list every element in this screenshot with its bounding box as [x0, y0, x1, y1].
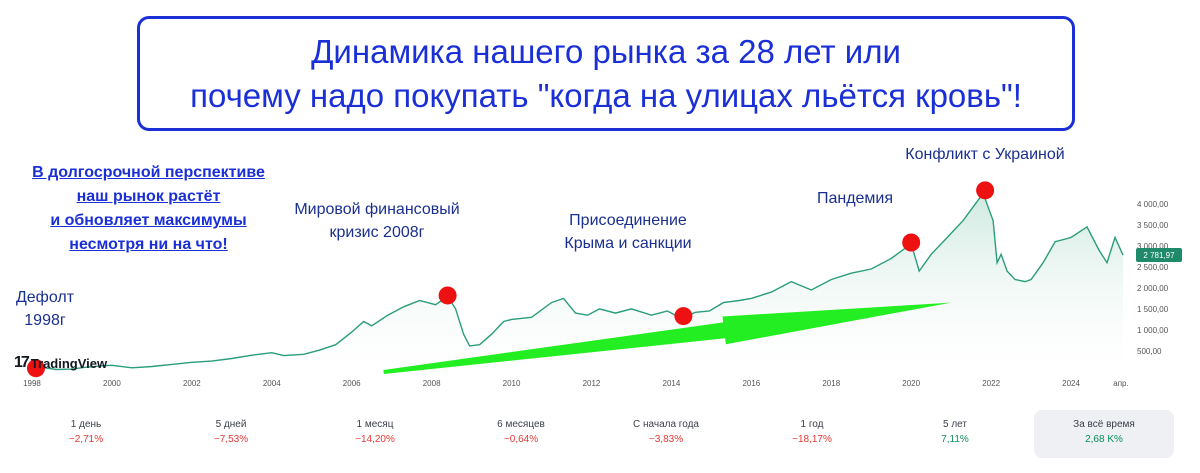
y-tick-label: 500,00 — [1137, 347, 1162, 356]
x-tick-label: 2016 — [742, 379, 760, 388]
period-label: С начала года — [633, 419, 699, 430]
title-box: Динамика нашего рынка за 28 лет или поче… — [137, 16, 1075, 131]
x-tick-label: 2022 — [982, 379, 1000, 388]
lead-line-3: и обновляет максимумы — [50, 212, 247, 229]
trend-arrow-icon — [383, 302, 952, 374]
y-tick-label: 2 000,00 — [1137, 284, 1169, 293]
period-tab-5[interactable]: С начала года −3,83% — [596, 410, 736, 458]
event-marker-5 — [976, 181, 995, 200]
x-tick-label: 2006 — [343, 379, 361, 388]
annotation-conflict: Конфликт с Украиной — [905, 146, 1065, 163]
period-change-value: −18,17% — [792, 434, 832, 445]
period-label: За всё время — [1073, 419, 1135, 430]
period-tab-3[interactable]: 1 месяц −14,20% — [305, 410, 445, 458]
period-selector: 1 день −2,71% 5 дней −7,53% 1 месяц −14,20% 6 … — [0, 410, 1200, 466]
title-line-2: почему надо покупать "когда на улицах ль… — [190, 76, 1022, 114]
event-marker-2 — [438, 286, 457, 305]
annotation-crimea-line-1: Присоединение — [569, 212, 687, 229]
x-tick-label: 2020 — [902, 379, 920, 388]
period-tab-1[interactable]: 1 день −2,71% — [16, 410, 156, 458]
period-label: 6 месяцев — [497, 419, 545, 430]
period-label: 1 год — [800, 419, 824, 430]
period-tab-4[interactable]: 6 месяцев −0,64% — [451, 410, 591, 458]
annotation-crisis-line-2: кризис 2008г — [329, 224, 425, 241]
y-tick-label: 4 000,00 — [1137, 200, 1169, 209]
event-marker-1 — [26, 359, 45, 378]
period-tab-6[interactable]: 1 год −18,17% — [742, 410, 882, 458]
annotation-crisis-line-1: Мировой финансовый — [294, 201, 460, 218]
annotation-crisis: Мировой финансовый кризис 2008г — [282, 198, 472, 244]
annotation-crimea-line-2: Крыма и санкции — [564, 235, 692, 252]
period-change-value: 7,11% — [941, 434, 969, 445]
period-tab-8[interactable]: За всё время 2,68 K% — [1034, 410, 1174, 458]
last-price-label: 2 781,97 — [1143, 251, 1175, 260]
x-tick-label: 2012 — [583, 379, 601, 388]
period-label: 5 лет — [943, 419, 967, 430]
x-tick-label: 2002 — [183, 379, 201, 388]
period-change-value: −0,64% — [503, 434, 539, 445]
price-area-fill — [28, 193, 1123, 372]
lead-line-4: несмотря ни на что! — [69, 236, 228, 253]
annotation-crimea: Присоединение Крыма и санкции — [548, 209, 708, 255]
x-tick-label: 2014 — [663, 379, 681, 388]
tradingview-mark-icon: 17 — [14, 354, 30, 371]
period-change-value: −7,53% — [213, 434, 249, 445]
period-change-value: −3,83% — [648, 434, 684, 445]
annotation-default-line-2: 1998г — [24, 312, 66, 329]
annotation-default-line-1: Дефолт — [15, 289, 75, 306]
price-line — [27, 191, 1124, 371]
period-label: 1 месяц — [356, 419, 394, 430]
title-line-1: Динамика нашего рынка за 28 лет или — [311, 32, 901, 70]
x-tick-label: 2018 — [822, 379, 840, 388]
event-marker-4 — [902, 233, 921, 252]
y-tick-label: 2 500,00 — [1137, 263, 1169, 272]
annotation-default: Дефолт 1998г — [10, 286, 80, 332]
y-tick-label: 3 000,00 — [1137, 242, 1169, 251]
period-change-value: 2,68 K% — [1085, 434, 1123, 445]
lead-line-1: В долгосрочной перспективе — [32, 164, 265, 181]
last-price-badge — [1136, 248, 1182, 263]
lead-line-2: наш рынок растёт — [76, 188, 221, 205]
x-tick-label: 2010 — [503, 379, 521, 388]
period-tab-2[interactable]: 5 дней −7,53% — [161, 410, 301, 458]
x-tick-label: 1998 — [23, 379, 41, 388]
y-tick-label: 1 000,00 — [1137, 326, 1169, 335]
tradingview-name: TradingView — [30, 355, 108, 371]
annotation-pandemic: Пандемия — [816, 190, 894, 207]
x-tick-label: 2024 — [1062, 379, 1080, 388]
x-tick-label: 2000 — [103, 379, 121, 388]
period-label: 1 день — [70, 419, 102, 430]
tradingview-logo: 17 TradingView — [14, 354, 107, 372]
x-tick-label: 2004 — [263, 379, 281, 388]
period-label: 5 дней — [215, 419, 247, 430]
x-tick-label: апр. — [1113, 379, 1128, 388]
period-tab-7[interactable]: 5 лет 7,11% — [885, 410, 1025, 458]
y-tick-label: 1 500,00 — [1137, 305, 1169, 314]
lead-text: В долгосрочной перспективе наш рынок рас… — [16, 161, 281, 257]
period-change-value: −14,20% — [355, 434, 395, 445]
event-marker-3 — [674, 307, 693, 326]
x-tick-label: 2008 — [423, 379, 441, 388]
y-tick-label: 3 500,00 — [1137, 221, 1169, 230]
period-change-value: −2,71% — [68, 434, 104, 445]
